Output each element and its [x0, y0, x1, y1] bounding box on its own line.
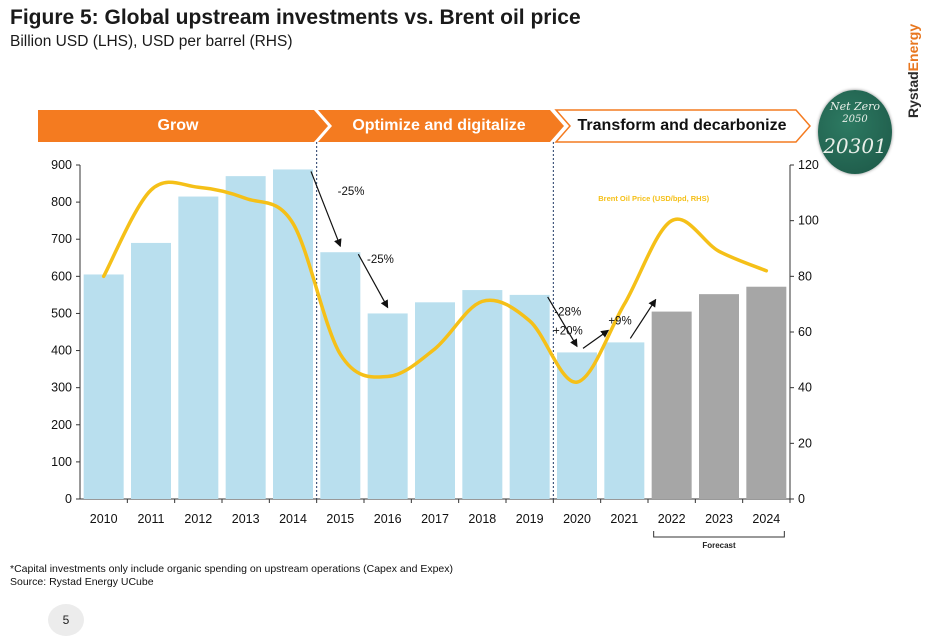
- change-arrow-2015: [310, 171, 342, 248]
- bar-2015: [320, 252, 361, 499]
- bar-2011: [131, 242, 171, 499]
- left-tick-label: 100: [51, 455, 72, 469]
- phase-banner: [38, 109, 811, 143]
- phase-arrow-grow: [38, 110, 328, 142]
- x-tick-label-2024: 2024: [752, 512, 780, 526]
- phase-label-optimize: Optimize and digitalize: [352, 117, 526, 134]
- bar-2024: [746, 286, 787, 499]
- net-zero-badge: Net Zero 2050 20301: [818, 90, 892, 174]
- page-subtitle: Billion USD (LHS), USD per barrel (RHS): [10, 33, 293, 50]
- left-tick-label: 300: [51, 381, 72, 395]
- left-tick-label: 700: [51, 232, 72, 246]
- x-tick-label-2011: 2011: [138, 512, 165, 526]
- change-label-2021: +20%: [553, 325, 583, 337]
- left-tick-label: 0: [65, 492, 72, 506]
- right-tick-label: 120: [798, 158, 819, 172]
- x-tick-label-2020: 2020: [563, 512, 591, 526]
- right-tick-label: 80: [798, 269, 812, 283]
- left-tick-label: 500: [51, 306, 72, 320]
- phase-label-transform: Transform and decarbonize: [577, 117, 787, 134]
- brent-line-label: Brent Oil Price (USD/bpd, RHS): [598, 194, 709, 203]
- bar-2013: [225, 176, 266, 499]
- forecast-bracket: [653, 531, 785, 538]
- footnote-note: *Capital investments only include organi…: [10, 563, 454, 575]
- brent-price-line: [101, 180, 769, 384]
- bar-2020: [557, 352, 597, 499]
- phase-arrow-optimize: [318, 110, 564, 142]
- bar-2018: [462, 290, 503, 499]
- x-tick-label-2014: 2014: [279, 512, 307, 526]
- bar-2021: [604, 342, 645, 499]
- right-tick-label: 0: [798, 492, 805, 506]
- right-tick-label: 20: [798, 436, 812, 450]
- forecast-label: Forecast: [702, 541, 736, 550]
- x-tick-label-2017: 2017: [421, 512, 449, 526]
- left-tick-label: 600: [51, 269, 72, 283]
- footnote: *Capital investments only include organi…: [10, 563, 453, 589]
- x-tick-label-2018: 2018: [468, 512, 496, 526]
- change-label-2016: -25%: [367, 254, 394, 266]
- x-tick-label-2022: 2022: [658, 512, 686, 526]
- phase-arrow-transform: [554, 109, 811, 143]
- left-tick-label: 200: [51, 418, 72, 432]
- investment-chart: 0 100 200 300 400 500 600 700 800 900 0 20 40 60 80 100…: [51, 142, 819, 550]
- bar-2023: [699, 294, 739, 499]
- page-number: 5: [48, 604, 84, 636]
- change-label-2020: -28%: [554, 307, 581, 319]
- change-arrow-2021: [582, 329, 610, 349]
- bar-2022: [651, 311, 692, 499]
- bar-2016: [367, 313, 408, 499]
- page-title: Figure 5: Global upstream investments vs…: [10, 6, 581, 29]
- bar-2010: [83, 274, 124, 499]
- left-tick-label: 900: [51, 158, 72, 172]
- bar-2014: [273, 169, 313, 499]
- x-tick-label-2012: 2012: [184, 512, 212, 526]
- right-tick-label: 40: [798, 381, 812, 395]
- x-tick-label-2019: 2019: [516, 512, 544, 526]
- badge-line1: Net Zero: [829, 100, 881, 113]
- change-arrow-2016: [357, 253, 389, 309]
- x-tick-label-2010: 2010: [90, 512, 118, 526]
- badge-line2: 2050: [842, 114, 868, 125]
- left-tick-label: 800: [51, 195, 72, 209]
- right-tick-label: 100: [798, 214, 819, 228]
- x-tick-label-2013: 2013: [232, 512, 260, 526]
- badge-line3: 20301: [823, 134, 887, 158]
- footnote-source: Source: Rystad Energy UCube: [10, 576, 154, 588]
- x-tick-label-2021: 2021: [610, 512, 638, 526]
- change-arrow-2020: [547, 296, 578, 348]
- bar-2019: [509, 294, 550, 499]
- right-tick-label: 60: [798, 325, 812, 339]
- change-arrow-2022: [629, 298, 657, 339]
- x-tick-label-2015: 2015: [326, 512, 354, 526]
- change-label-2022: +9%: [608, 315, 631, 327]
- x-tick-label-2023: 2023: [705, 512, 733, 526]
- x-tick-label-2016: 2016: [374, 512, 402, 526]
- bar-2012: [178, 196, 219, 500]
- change-label-2015: -25%: [338, 186, 365, 198]
- phase-label-grow: Grow: [157, 117, 199, 134]
- left-tick-label: 400: [51, 344, 72, 358]
